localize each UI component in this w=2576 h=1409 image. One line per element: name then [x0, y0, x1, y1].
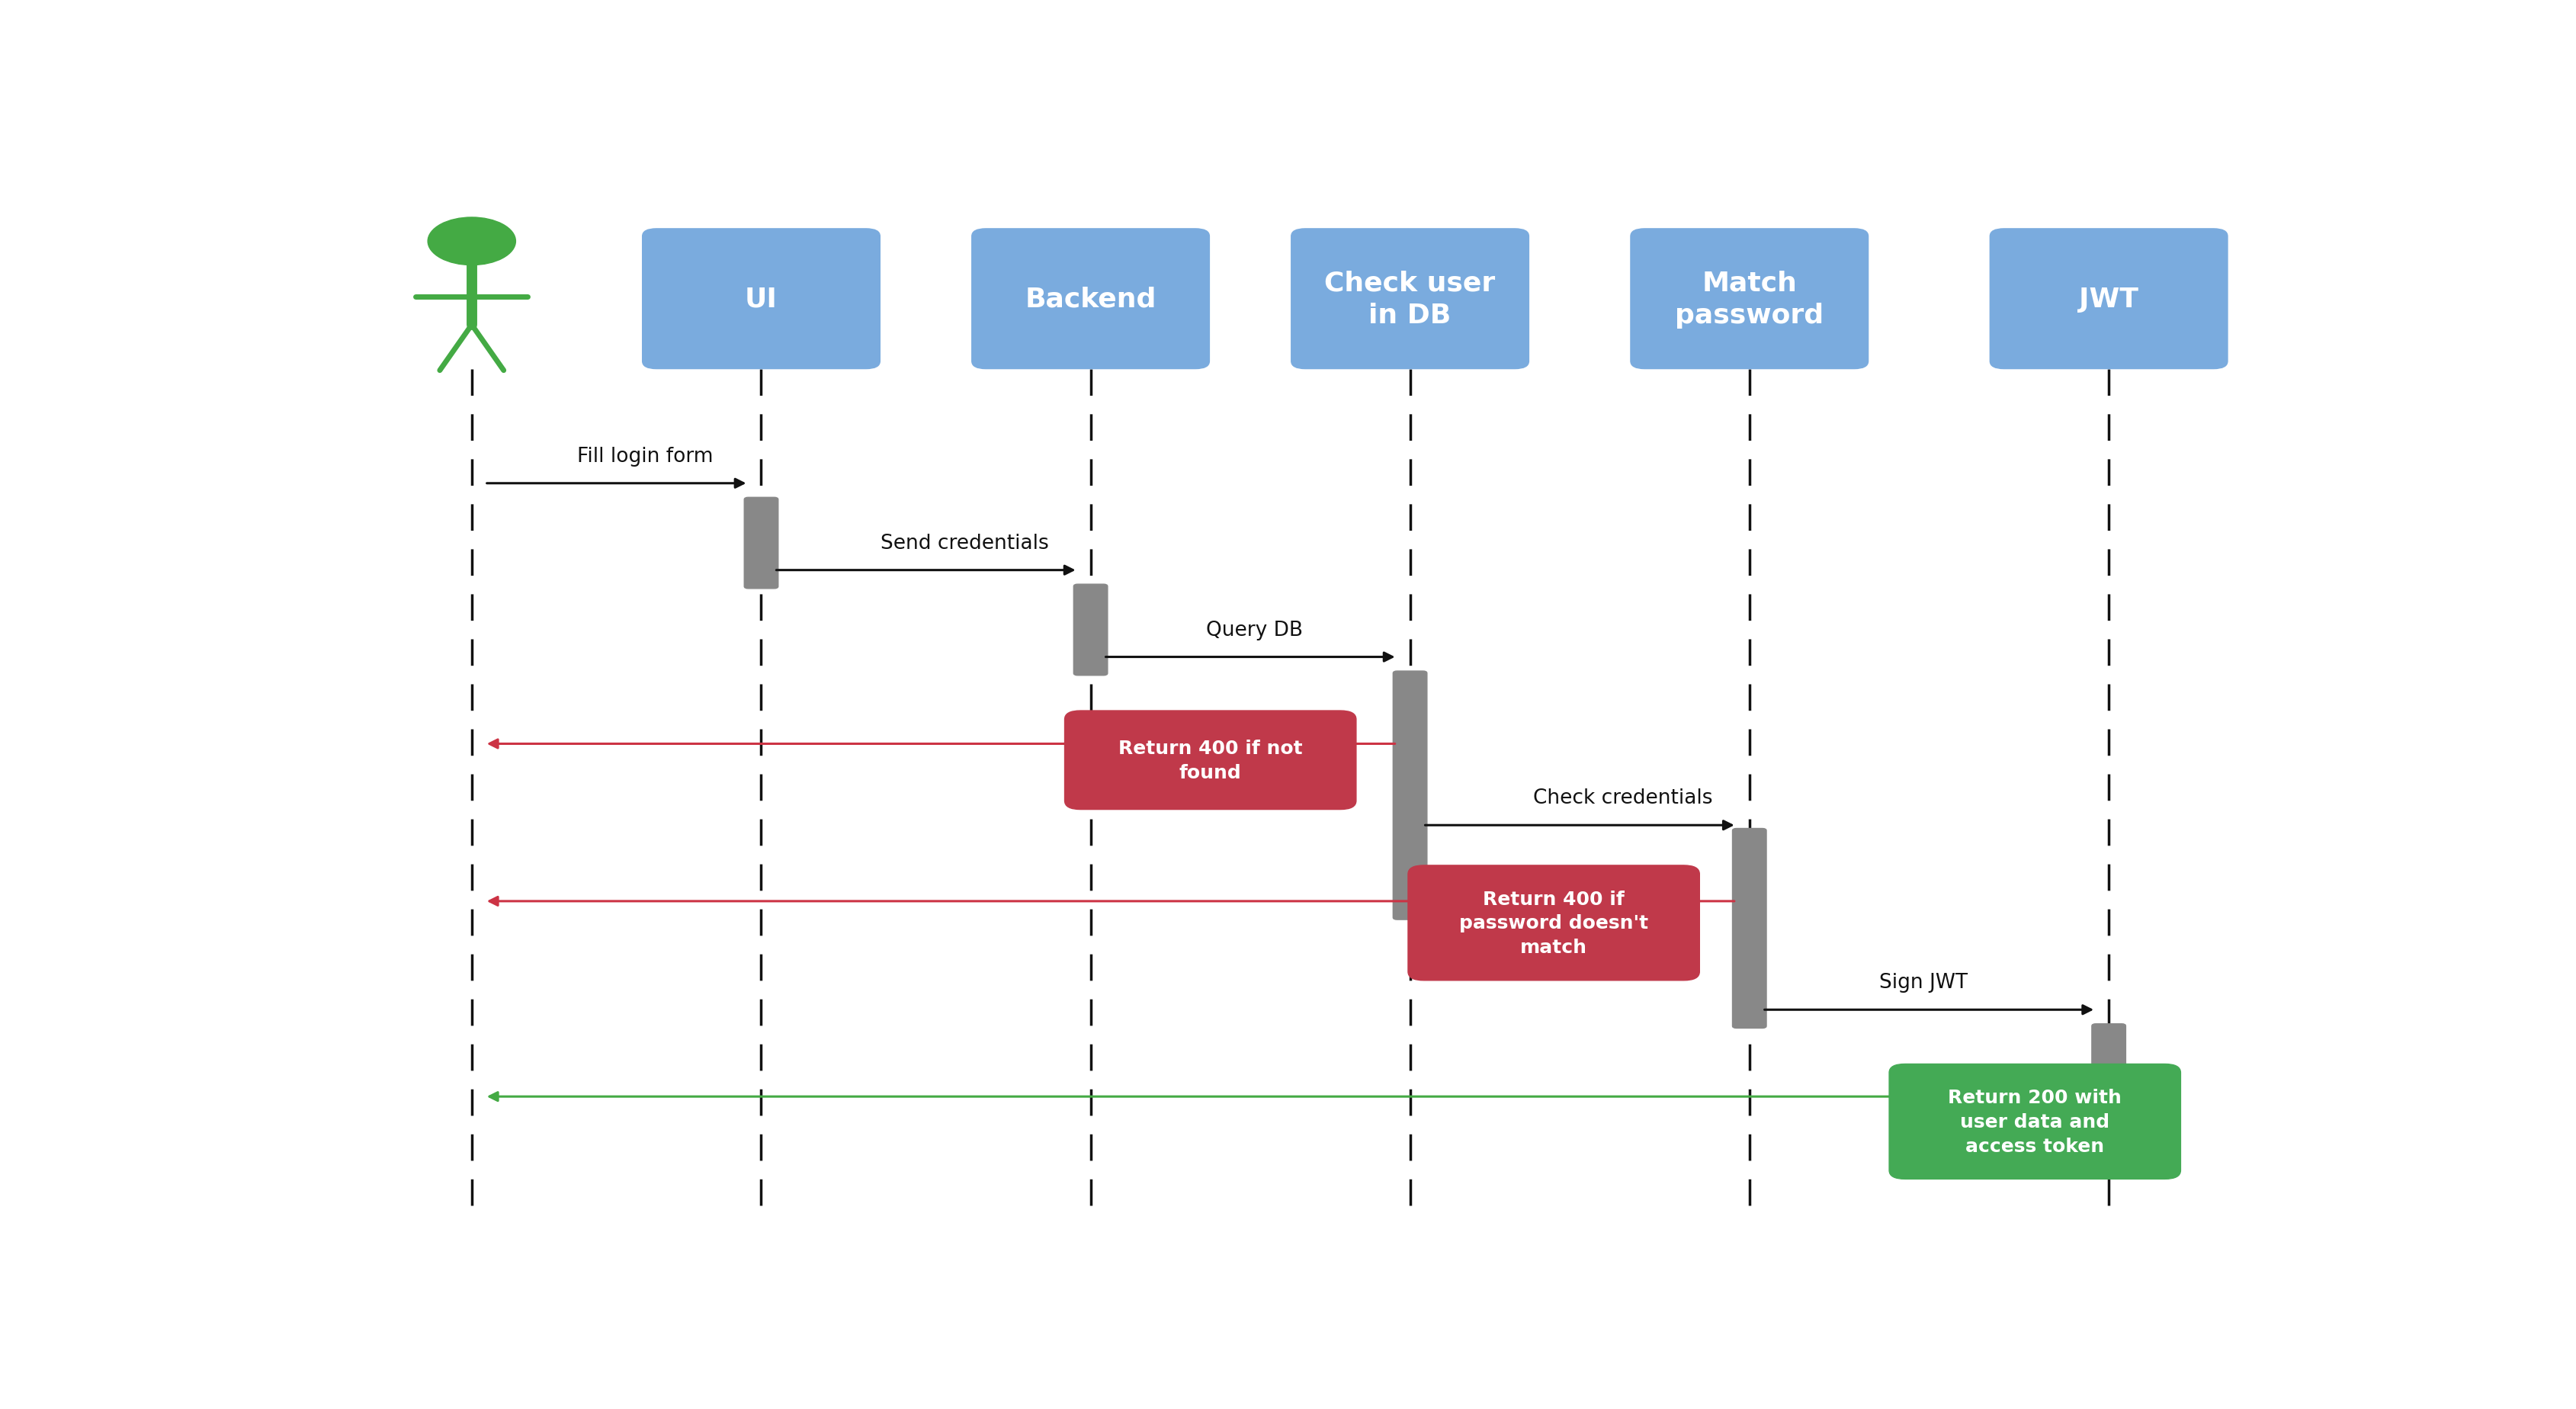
Text: Query DB: Query DB: [1206, 620, 1303, 640]
Text: Fill login form: Fill login form: [577, 447, 714, 466]
Text: Return 400 if
password doesn't
match: Return 400 if password doesn't match: [1458, 890, 1649, 957]
Text: Check user
in DB: Check user in DB: [1324, 271, 1497, 328]
FancyBboxPatch shape: [971, 230, 1208, 369]
Text: Send credentials: Send credentials: [881, 534, 1048, 554]
FancyBboxPatch shape: [2092, 1024, 2125, 1120]
FancyBboxPatch shape: [1409, 865, 1700, 981]
Text: Match
password: Match password: [1674, 271, 1824, 328]
FancyBboxPatch shape: [1888, 1064, 2182, 1179]
Text: Return 400 if not
found: Return 400 if not found: [1118, 740, 1303, 782]
FancyBboxPatch shape: [641, 230, 881, 369]
Text: Backend: Backend: [1025, 286, 1157, 313]
FancyBboxPatch shape: [1064, 712, 1355, 810]
FancyBboxPatch shape: [1394, 672, 1427, 920]
FancyBboxPatch shape: [1991, 230, 2228, 369]
Text: Sign JWT: Sign JWT: [1878, 972, 1968, 992]
Circle shape: [428, 218, 515, 266]
FancyBboxPatch shape: [1734, 828, 1767, 1029]
FancyBboxPatch shape: [1074, 585, 1108, 676]
FancyBboxPatch shape: [744, 497, 778, 589]
FancyBboxPatch shape: [1291, 230, 1528, 369]
Text: Return 200 with
user data and
access token: Return 200 with user data and access tok…: [1947, 1088, 2123, 1155]
FancyBboxPatch shape: [1631, 230, 1868, 369]
Text: Check credentials: Check credentials: [1533, 788, 1713, 809]
Text: UI: UI: [744, 286, 778, 313]
Text: JWT: JWT: [2079, 286, 2138, 313]
